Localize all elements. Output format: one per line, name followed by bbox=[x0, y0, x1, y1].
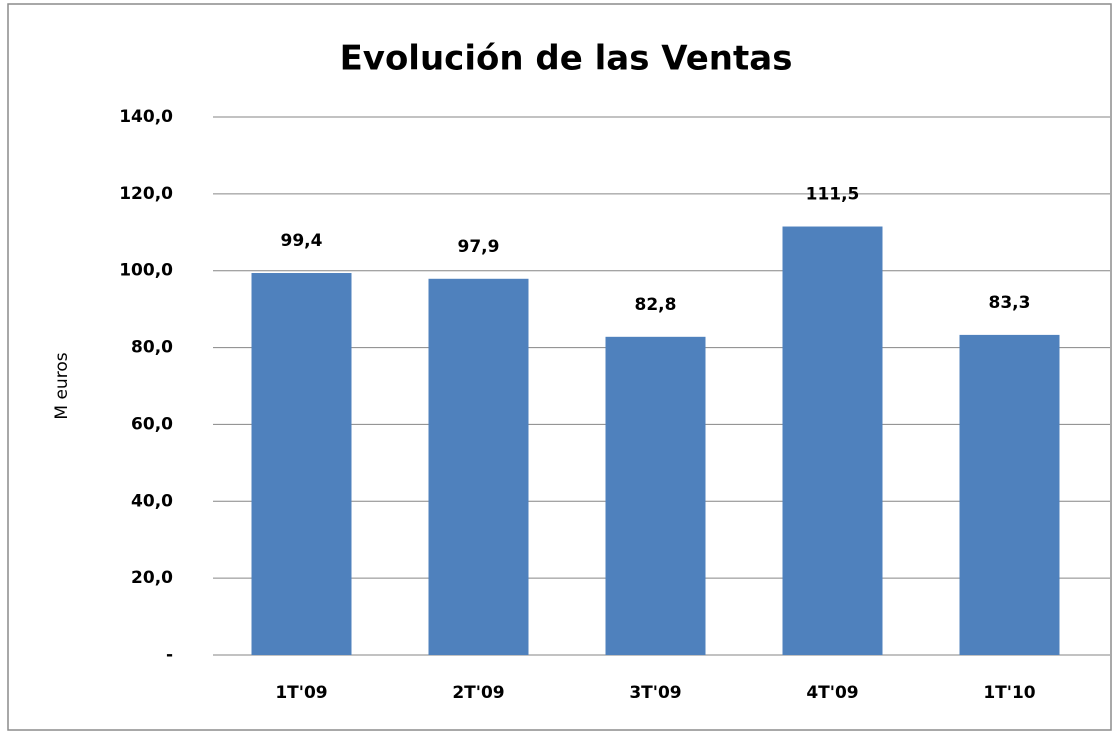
bar bbox=[428, 278, 529, 655]
y-tick-label: 100,0 bbox=[119, 261, 173, 281]
chart-title: Evolución de las Ventas bbox=[340, 39, 793, 79]
bar bbox=[782, 226, 883, 655]
data-label: 83,3 bbox=[989, 293, 1031, 313]
data-label: 111,5 bbox=[806, 185, 860, 205]
bar bbox=[959, 334, 1060, 655]
y-axis-label: M euros bbox=[52, 352, 72, 419]
x-tick-label: 2T'09 bbox=[452, 683, 504, 703]
chart-frame bbox=[7, 3, 1112, 731]
x-tick-label: 1T'09 bbox=[275, 683, 327, 703]
y-tick-label: 20,0 bbox=[131, 568, 173, 588]
data-label: 82,8 bbox=[635, 295, 677, 315]
y-tick-label: - bbox=[166, 645, 173, 665]
data-label: 99,4 bbox=[281, 231, 323, 251]
bar bbox=[605, 336, 706, 655]
y-tick-label: 120,0 bbox=[119, 184, 173, 204]
x-tick-label: 4T'09 bbox=[806, 683, 858, 703]
data-label: 97,9 bbox=[458, 237, 500, 257]
y-tick-label: 80,0 bbox=[131, 338, 173, 358]
y-tick-label: 60,0 bbox=[131, 414, 173, 434]
x-tick-label: 1T'10 bbox=[983, 683, 1035, 703]
bar bbox=[251, 273, 352, 655]
y-tick-label: 40,0 bbox=[131, 491, 173, 511]
x-tick-label: 3T'09 bbox=[629, 683, 681, 703]
y-tick-label: 140,0 bbox=[119, 107, 173, 127]
